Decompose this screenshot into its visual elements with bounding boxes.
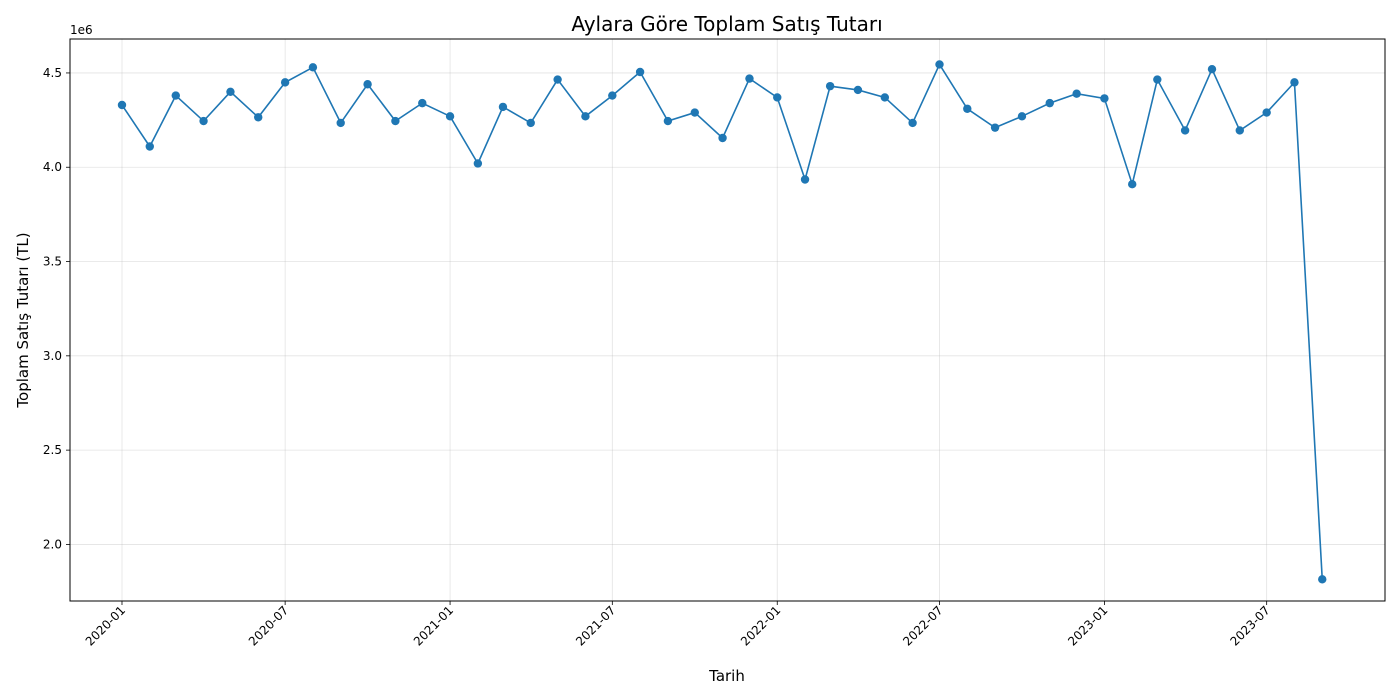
data-point: [1100, 94, 1109, 103]
y-axis-ticks: 2.0 2.5 3.0 3.5 4.0 4.5: [43, 66, 70, 551]
data-point: [990, 123, 1000, 132]
x-tick-label: 2023-01: [1065, 603, 1110, 648]
data-point: [745, 74, 754, 83]
data-point: [690, 108, 699, 117]
data-points: [117, 60, 1327, 584]
data-point: [336, 118, 345, 128]
data-point: [825, 81, 835, 91]
data-point: [1262, 108, 1271, 117]
chart-title: Aylara Göre Toplam Satış Tutarı: [571, 12, 882, 36]
y-tick-label: 2.5: [43, 443, 62, 457]
data-point: [581, 112, 590, 121]
data-point: [171, 91, 180, 100]
y-tick-label: 3.5: [43, 255, 62, 269]
plot-frame: [69, 38, 1386, 602]
y-offset-label: 1e6: [70, 23, 93, 37]
x-tick-label: 2022-01: [738, 603, 783, 648]
data-point: [908, 118, 917, 128]
y-tick-label: 3.0: [43, 349, 62, 363]
x-tick-label: 2021-01: [411, 603, 456, 648]
data-point: [254, 113, 263, 122]
data-point: [1153, 75, 1162, 84]
data-point: [608, 91, 617, 100]
data-point: [418, 98, 427, 108]
data-point: [880, 93, 890, 102]
data-point: [145, 142, 154, 151]
data-point: [1017, 112, 1027, 121]
data-point: [800, 175, 810, 184]
data-point: [526, 118, 535, 128]
data-point: [718, 133, 727, 143]
data-point: [280, 78, 290, 87]
y-tick-label: 4.0: [43, 160, 62, 174]
x-tick-label: 2022-07: [900, 603, 945, 648]
data-point: [663, 116, 673, 126]
data-point: [1128, 180, 1137, 189]
data-point: [1290, 78, 1299, 87]
data-point: [498, 102, 508, 112]
data-point: [963, 104, 972, 113]
data-point: [363, 80, 372, 89]
data-point: [308, 63, 318, 72]
data-point: [199, 116, 208, 126]
data-point: [935, 60, 944, 69]
x-tick-label: 2023-07: [1227, 603, 1272, 648]
data-point: [445, 112, 455, 121]
data-point: [226, 87, 235, 97]
x-axis-label: Tarih: [708, 667, 745, 685]
data-point: [1235, 126, 1244, 135]
data-point: [635, 67, 645, 77]
data-point: [391, 116, 400, 126]
y-axis-label: Toplam Satış Tutarı (TL): [14, 232, 32, 408]
data-point: [1318, 575, 1327, 584]
data-point: [773, 93, 782, 102]
data-point: [1045, 98, 1054, 108]
data-point: [553, 75, 562, 84]
y-tick-label: 2.0: [43, 537, 62, 551]
data-point: [1072, 89, 1081, 98]
data-point: [473, 159, 483, 168]
data-point: [1207, 64, 1217, 74]
data-point: [117, 100, 127, 110]
x-axis-ticks: 2020-01 2020-07 2021-01 2021-07 2022-01 2022-…: [83, 601, 1273, 649]
x-tick-label: 2021-07: [573, 603, 618, 648]
data-point: [853, 85, 863, 95]
data-point: [1180, 126, 1190, 135]
x-tick-label: 2020-01: [83, 603, 128, 648]
x-tick-label: 2020-07: [246, 603, 291, 648]
y-tick-label: 4.5: [43, 66, 62, 80]
grid: [70, 39, 1385, 601]
